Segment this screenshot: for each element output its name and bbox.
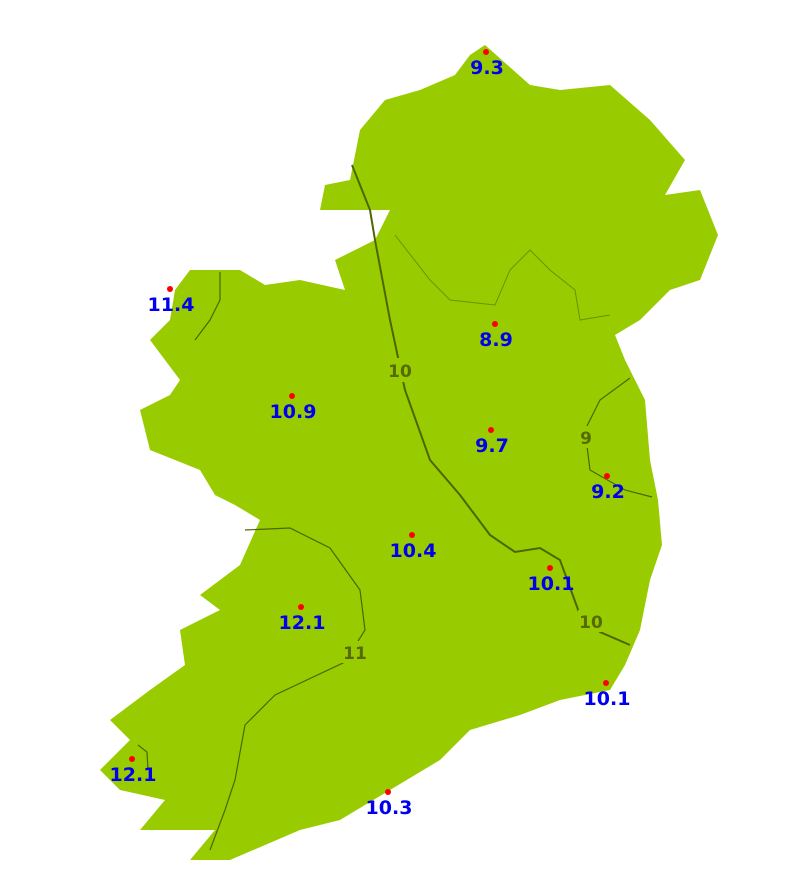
isotherm-12 xyxy=(137,744,149,771)
station-dot xyxy=(409,532,415,538)
station-value: 9.2 xyxy=(591,481,625,503)
station-value: 11.4 xyxy=(148,294,195,316)
station-value: 10.4 xyxy=(390,540,437,562)
station-value: 10.3 xyxy=(366,797,413,819)
station-value: 10.9 xyxy=(270,401,317,423)
ni-border xyxy=(394,234,611,321)
station-dot xyxy=(603,680,609,686)
isotherm-11-north xyxy=(194,272,221,341)
station-dot xyxy=(488,427,494,433)
isotherm-10-west xyxy=(351,164,631,646)
ireland-land xyxy=(100,45,718,860)
contour-label: 10 xyxy=(579,613,603,633)
station-value: 12.1 xyxy=(279,612,326,634)
stations: 9.3 11.4 8.9 10.9 9.7 9.2 10.4 10.1 12.1 10.1 12.1… xyxy=(110,49,631,819)
isotherm-9 xyxy=(584,377,653,498)
contour-label: 10 xyxy=(388,362,412,382)
station-value: 10.1 xyxy=(584,688,631,710)
station-value: 9.7 xyxy=(475,435,509,457)
station-dot xyxy=(492,321,498,327)
station-value: 10.1 xyxy=(528,573,575,595)
station-dot xyxy=(167,286,173,292)
station-dot xyxy=(129,756,135,762)
station-dot xyxy=(289,393,295,399)
station-value: 9.3 xyxy=(470,57,504,79)
station-value: 12.1 xyxy=(110,764,157,786)
station-dot xyxy=(604,473,610,479)
station-dot xyxy=(298,604,304,610)
contour-label: 9 xyxy=(580,429,592,449)
station-dot xyxy=(483,49,489,55)
station-dot xyxy=(547,565,553,571)
station-dot xyxy=(385,789,391,795)
contour-label: 11 xyxy=(343,644,367,664)
station-value: 8.9 xyxy=(479,329,513,351)
